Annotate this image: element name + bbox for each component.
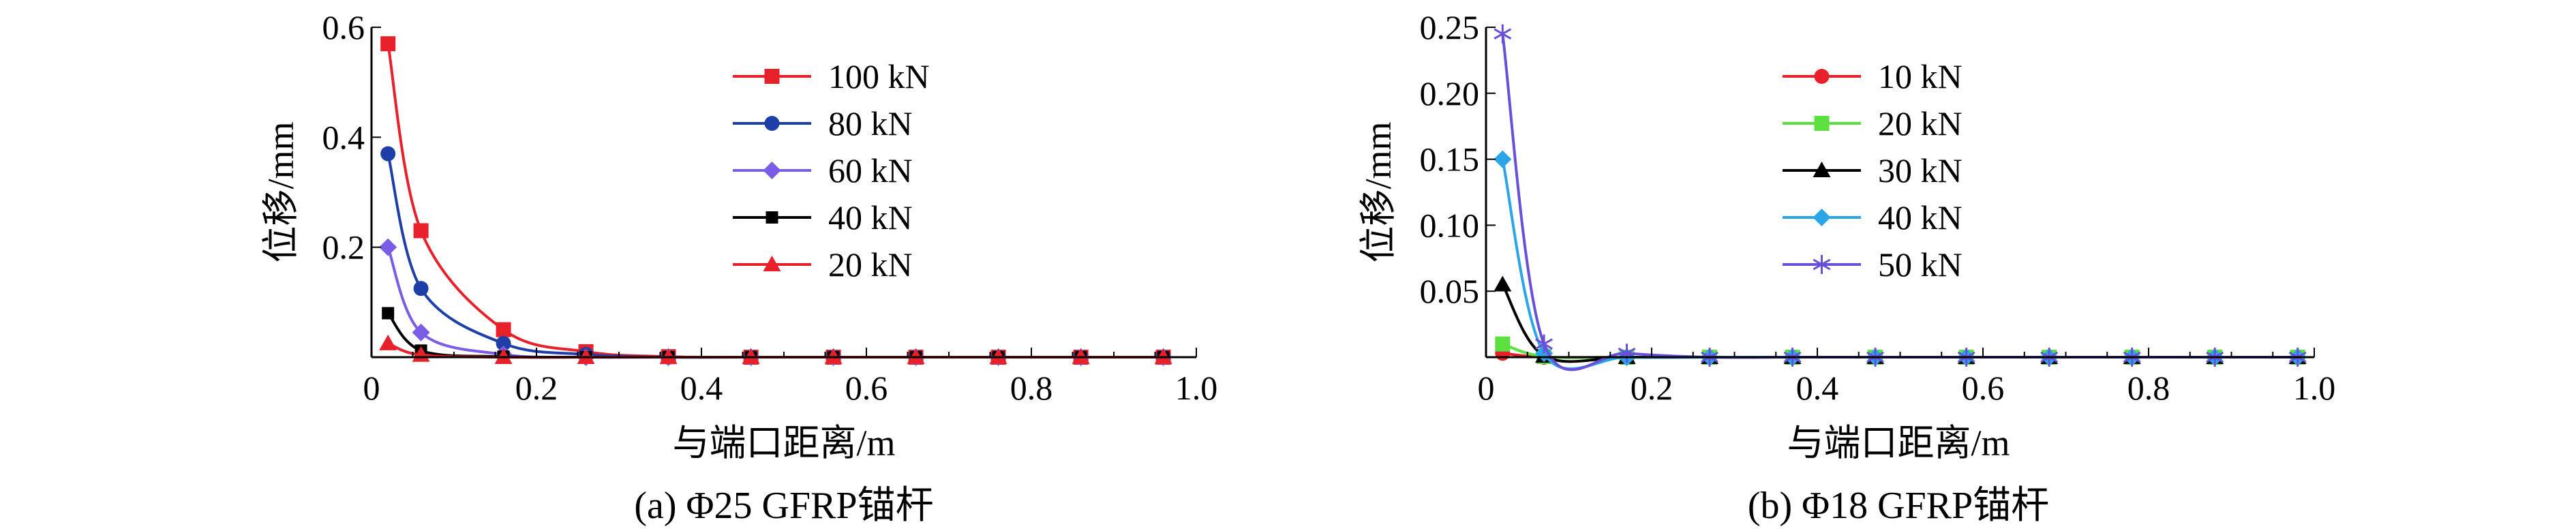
chart-b-data-point: [1494, 275, 1512, 292]
chart-b-legend: 10 kN 20 kN 30 kN 40 kN 50 kN: [1783, 57, 1963, 284]
chart-a-data-point: [379, 238, 397, 256]
chart-a-data-point: [412, 323, 430, 342]
chart-b-x-tick-label: 0.8: [2127, 369, 2170, 407]
chart-a-data-point: [413, 223, 429, 239]
chart-b-legend-label: 10 kN: [1878, 57, 1963, 95]
chart-a-x-tick-label: 0: [363, 369, 380, 407]
chart-b-data-point: [1494, 24, 1512, 44]
chart-b-legend-marker: [1814, 69, 1830, 84]
chart-b-data-point: [1495, 336, 1511, 352]
chart-a-marks: [379, 36, 1172, 366]
chart-b-y-tick-label: 0.05: [1420, 272, 1480, 310]
chart-a-y-tick-label: 0.4: [322, 118, 365, 156]
chart-a-legend-marker: [763, 162, 781, 179]
chart-b-ticks: 0 0.2 0.4 0.6 0.8 1.0 0.05 0.10 0.15 0.20 0.25: [1420, 8, 2336, 407]
chart-b-y-tick-label: 0.20: [1420, 74, 1480, 112]
chart-a-legend-label: 40 kN: [828, 198, 913, 237]
chart-a-data-point: [382, 307, 395, 320]
chart-b-x-tick-label: 0.2: [1631, 369, 1673, 407]
chart-b-legend-label: 50 kN: [1878, 245, 1963, 284]
chart-a-legend-label: 80 kN: [828, 104, 913, 142]
chart-b-legend-marker: [1814, 116, 1830, 131]
chart-a-data-point: [379, 334, 397, 350]
chart-a-x-tick-label: 0.6: [845, 369, 888, 407]
chart-b-x-tick-label: 0: [1478, 369, 1495, 407]
chart-a-x-tick-label: 0.4: [680, 369, 723, 407]
chart-a-y-tick-label: 0.6: [322, 8, 365, 46]
chart-a-y-tick-label: 0.2: [322, 228, 365, 267]
chart-a-legend: 100 kN 80 kN 60 kN 40 kN 20 kN: [733, 57, 930, 284]
chart-b-x-tick-label: 0.4: [1796, 369, 1839, 407]
chart-a-legend-marker: [766, 211, 778, 224]
chart-b-legend-marker: [1813, 162, 1831, 177]
chart-a-data-point: [413, 281, 429, 297]
chart-a-data-point: [380, 146, 396, 162]
chart-panel-a: 100 kN 80 kN 60 kN 40 kN 20 kN 0 0.2 0.4 0.6 0.8…: [260, 8, 1217, 527]
chart-b-xlabel: 与端口距离/m: [1787, 423, 2010, 464]
chart-a-legend-label: 20 kN: [828, 245, 913, 284]
chart-b-legend-marker: [1813, 255, 1831, 274]
chart-b-y-tick-label: 0.10: [1420, 206, 1480, 244]
chart-a-ticks: 0 0.2 0.4 0.6 0.8 1.0 0.2 0.4 0.6: [322, 8, 1218, 407]
chart-b-y-tick-label: 0.25: [1420, 8, 1480, 46]
chart-b-data-point: [1535, 334, 1553, 354]
chart-b-legend-label: 30 kN: [1878, 151, 1963, 189]
chart-a-caption: (a) Φ25 GFRP锚杆: [634, 485, 933, 527]
chart-a-legend-marker: [763, 256, 781, 271]
chart-b-caption: (b) Φ18 GFRP锚杆: [1748, 485, 2049, 527]
chart-a-data-point: [496, 322, 511, 337]
chart-a-data-point: [496, 335, 511, 351]
chart-b-data-point: [1494, 150, 1512, 168]
chart-b-y-tick-label: 0.15: [1420, 140, 1480, 179]
chart-b-legend-marker: [1813, 209, 1831, 226]
chart-a-legend-label: 100 kN: [828, 57, 930, 95]
chart-a-ylabel: 位移/mm: [260, 121, 301, 262]
chart-panel-b: 10 kN 20 kN 30 kN 40 kN 50 kN 0 0.2 0.4 0.6 0.8 1…: [1358, 8, 2335, 527]
chart-b-x-tick-label: 0.6: [1962, 369, 2005, 407]
chart-a-series-line-0: [387, 43, 1164, 359]
chart-a-legend-marker: [764, 116, 780, 131]
chart-a-x-tick-label: 0.8: [1010, 369, 1053, 407]
chart-a-x-tick-label: 0.2: [515, 369, 558, 407]
chart-a-data-point: [380, 36, 396, 52]
chart-a-legend-marker: [764, 69, 780, 84]
chart-a-xlabel: 与端口距离/m: [672, 423, 895, 464]
chart-b-ylabel: 位移/mm: [1358, 121, 1399, 262]
chart-b-legend-label: 20 kN: [1878, 104, 1963, 142]
chart-b-x-tick-label: 1.0: [2293, 369, 2336, 407]
chart-a-x-tick-label: 1.0: [1175, 369, 1218, 407]
chart-a-legend-label: 60 kN: [828, 151, 913, 189]
chart-b-legend-label: 40 kN: [1878, 198, 1963, 237]
